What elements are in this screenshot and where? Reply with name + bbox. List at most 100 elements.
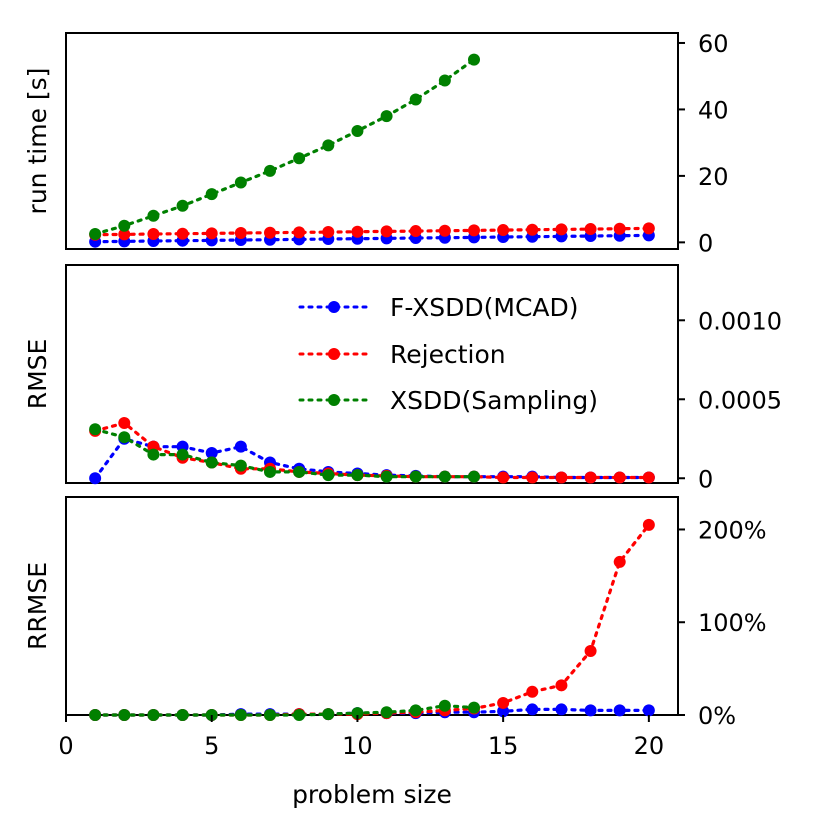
legend-entry-fxsdd: F-XSDD(MCAD): [298, 293, 579, 322]
panel-rrmse: 0% 100% 200% RRMSE: [23, 496, 767, 730]
rmse-point-rejection-15: [497, 471, 510, 484]
rrmse-point-f-xsdd-mcad-16: [526, 703, 539, 716]
runtime-point-rejection-4: [176, 227, 189, 240]
runtime-point-xsdd-sampling-5: [205, 188, 218, 201]
rmse-ylabel: RMSE: [23, 339, 52, 410]
panel-runtime-frame: [65, 32, 679, 250]
runtime-point-xsdd-sampling-3: [147, 209, 160, 222]
runtime-point-xsdd-sampling-7: [264, 164, 276, 177]
rmse-point-xsdd-sampling-13: [438, 470, 451, 483]
panel-rrmse-yticks: 0% 100% 200%: [678, 516, 767, 730]
rmse-point-f-xsdd-mcad-6: [234, 440, 247, 453]
rmse-point-xsdd-sampling-2: [118, 431, 131, 444]
legend-marker-rejection: [328, 348, 340, 360]
rmse-point-xsdd-sampling-5: [205, 456, 218, 469]
panel-runtime: 0 20 40 60 run time [s]: [23, 30, 729, 257]
rrmse-point-xsdd-sampling-14: [468, 701, 480, 714]
rmse-point-xsdd-sampling-10: [351, 469, 364, 482]
rmse-point-xsdd-sampling-8: [293, 465, 306, 478]
panel-rrmse-series: [89, 518, 655, 721]
x-axis-label: problem size: [292, 780, 452, 809]
runtime-point-rejection-12: [409, 225, 422, 238]
rmse-point-xsdd-sampling-7: [264, 465, 276, 478]
runtime-point-xsdd-sampling-13: [438, 74, 451, 87]
runtime-point-rejection-16: [526, 223, 539, 236]
runtime-point-rejection-14: [468, 224, 480, 237]
panel-runtime-yticks: 0 20 40 60: [678, 30, 729, 257]
rrmse-point-xsdd-sampling-11: [380, 706, 393, 719]
runtime-ytick-label-2: 40: [698, 96, 729, 124]
rrmse-ytick-label-2: 200%: [698, 516, 767, 544]
rmse-line-rejection: [93, 421, 651, 480]
x-axis: 0 5 10 15 20: [58, 715, 664, 760]
panel-runtime-series: [89, 53, 655, 248]
rmse-ytick-label-1: 0.0005: [698, 386, 782, 414]
runtime-point-rejection-20: [642, 222, 655, 235]
panel-rmse-frame: [65, 264, 679, 484]
legend-label-xsdd: XSDD(Sampling): [390, 386, 598, 415]
runtime-point-xsdd-sampling-2: [118, 219, 131, 232]
runtime-point-rejection-15: [497, 224, 510, 237]
rrmse-point-f-xsdd-mcad-17: [555, 703, 568, 716]
panel-rmse-series: [89, 416, 655, 485]
rmse-point-rejection-18: [584, 471, 597, 484]
rmse-point-rejection-2: [118, 416, 131, 429]
runtime-point-xsdd-sampling-4: [176, 199, 189, 212]
rrmse-point-rejection-18: [584, 644, 597, 657]
legend-marker-xsdd: [328, 394, 340, 406]
runtime-point-rejection-9: [322, 226, 335, 239]
rrmse-point-rejection-20: [642, 518, 655, 531]
rrmse-point-xsdd-sampling-1: [89, 709, 102, 721]
runtime-point-rejection-17: [555, 223, 568, 236]
xtick-label-3: 15: [488, 732, 519, 760]
runtime-point-rejection-6: [234, 227, 247, 240]
panel-rmse: 0 0.0005 0.0010 RMSE F-XSDD(MCAD) Rejectio…: [23, 264, 782, 493]
legend: F-XSDD(MCAD) Rejection XSDD(Sampling): [298, 293, 598, 415]
panel-rrmse-frame: [65, 496, 679, 716]
legend-entry-xsdd: XSDD(Sampling): [298, 386, 598, 415]
rmse-point-rejection-16: [526, 471, 539, 484]
rrmse-ytick-label-0: 0%: [698, 702, 736, 730]
rrmse-point-xsdd-sampling-13: [438, 699, 451, 712]
rmse-point-xsdd-sampling-4: [176, 448, 189, 461]
runtime-point-xsdd-sampling-1: [89, 228, 102, 241]
rmse-point-xsdd-sampling-3: [147, 448, 160, 461]
rrmse-point-xsdd-sampling-9: [322, 708, 335, 721]
runtime-point-rejection-8: [293, 226, 306, 239]
rmse-point-rejection-17: [555, 471, 568, 484]
runtime-point-xsdd-sampling-6: [234, 176, 247, 189]
runtime-point-rejection-19: [613, 222, 626, 235]
rmse-point-rejection-20: [642, 471, 655, 484]
runtime-ytick-label-3: 60: [698, 30, 729, 58]
xtick-label-4: 20: [634, 732, 665, 760]
rmse-point-xsdd-sampling-1: [89, 423, 102, 436]
legend-marker-fxsdd: [328, 301, 340, 313]
runtime-point-rejection-7: [264, 226, 276, 239]
rrmse-point-f-xsdd-mcad-20: [642, 704, 655, 717]
runtime-point-rejection-18: [584, 223, 597, 236]
xtick-label-2: 10: [342, 732, 373, 760]
rrmse-ylabel: RRMSE: [23, 562, 52, 650]
rrmse-ytick-label-1: 100%: [698, 609, 767, 637]
rmse-point-xsdd-sampling-9: [322, 469, 335, 482]
rrmse-point-xsdd-sampling-7: [264, 709, 276, 721]
runtime-point-xsdd-sampling-12: [409, 93, 422, 106]
rrmse-point-xsdd-sampling-12: [409, 704, 422, 717]
runtime-line-xsdd-sampling: [93, 57, 476, 236]
rrmse-point-xsdd-sampling-8: [293, 709, 306, 721]
rrmse-point-xsdd-sampling-2: [118, 709, 131, 721]
runtime-point-xsdd-sampling-11: [380, 110, 393, 123]
runtime-point-rejection-3: [147, 228, 160, 241]
rmse-point-f-xsdd-mcad-1: [89, 472, 102, 485]
runtime-ytick-label-0: 0: [698, 229, 713, 257]
rrmse-point-rejection-17: [555, 679, 568, 692]
runtime-point-rejection-13: [438, 224, 451, 237]
rrmse-point-xsdd-sampling-3: [147, 709, 160, 721]
rrmse-point-f-xsdd-mcad-19: [613, 704, 626, 717]
rmse-ytick-label-2: 0.0010: [698, 307, 782, 335]
rrmse-point-rejection-15: [497, 696, 510, 709]
rmse-point-rejection-19: [613, 471, 626, 484]
rmse-point-xsdd-sampling-11: [380, 470, 393, 483]
runtime-point-rejection-10: [351, 225, 364, 238]
